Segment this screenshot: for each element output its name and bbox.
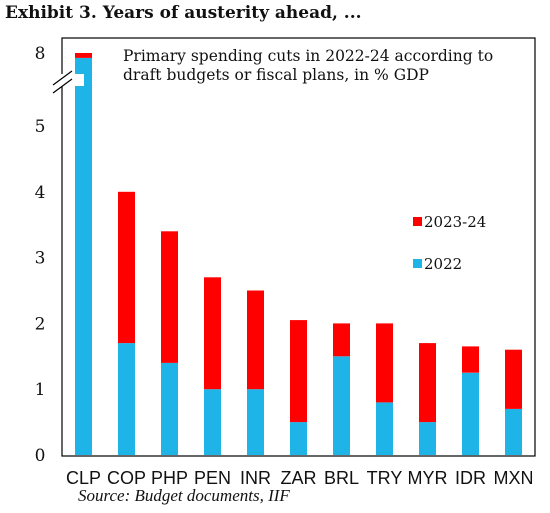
y-axis-ticks: 0 1 2 3 4 5 8 <box>35 44 46 466</box>
bar-zar-2023-24 <box>290 320 307 423</box>
bar-php-2022 <box>161 362 178 455</box>
bar-pen-2022 <box>204 389 221 455</box>
y-tick-label: 4 <box>35 183 46 203</box>
x-tick-label: COP <box>107 468 146 488</box>
bar-php-2023-24 <box>161 231 178 363</box>
y-tick-label: 5 <box>35 117 46 137</box>
bar-try-2022 <box>376 402 393 455</box>
x-tick-label: BRL <box>324 468 359 488</box>
chart-annotation: Primary spending cuts in 2022-24 accordi… <box>123 47 493 84</box>
x-tick-label: INR <box>240 468 271 488</box>
x-tick-label: CLP <box>66 468 101 488</box>
bar-clp-2023-24 <box>75 53 92 58</box>
bar-mxn-2022 <box>505 408 522 455</box>
x-tick-label: PEN <box>194 468 231 488</box>
bar-mxn-2023-24 <box>505 349 522 409</box>
bar-myr-2022 <box>419 422 436 455</box>
y-tick-label: 8 <box>35 44 46 64</box>
legend-swatch <box>413 259 422 268</box>
bar-pen-2023-24 <box>204 277 221 390</box>
y-tick-label: 0 <box>35 446 46 466</box>
bar-inr-2022 <box>247 389 264 455</box>
bar-idr-2022 <box>462 372 479 456</box>
x-tick-label: MXN <box>494 468 534 488</box>
axis-break-line <box>52 78 73 94</box>
legend: 2023-24 2022 <box>413 213 486 273</box>
bars <box>75 53 522 456</box>
annotation-line: Primary spending cuts in 2022-24 accordi… <box>123 47 493 65</box>
x-axis-labels: CLP COP PHP PEN INR ZAR BRL TRY MYR IDR MXN <box>66 468 534 488</box>
x-tick-label: IDR <box>455 468 486 488</box>
y-tick-label: 2 <box>35 314 46 334</box>
legend-label: 2023-24 <box>424 213 486 231</box>
bar-zar-2022 <box>290 422 307 455</box>
plot-frame <box>61 37 536 457</box>
y-tick-label: 3 <box>35 249 46 269</box>
legend-label: 2022 <box>424 255 462 273</box>
x-tick-label: PHP <box>151 468 188 488</box>
bar-brl-2022 <box>333 356 350 455</box>
bar-inr-2023-24 <box>247 290 264 390</box>
axis-break-line <box>52 70 73 86</box>
source-note: Source: Budget documents, IIF <box>78 486 290 505</box>
y-tick-label: 1 <box>35 380 46 400</box>
x-tick-label: MYR <box>408 468 448 488</box>
axis-break-marker <box>52 70 84 94</box>
bar-cop-2022 <box>118 343 135 455</box>
chart-title: Exhibit 3. Years of austerity ahead, ... <box>5 3 362 23</box>
bar-myr-2023-24 <box>419 343 436 423</box>
x-tick-label: ZAR <box>281 468 317 488</box>
bar-try-2023-24 <box>376 323 393 403</box>
x-tick-label: TRY <box>367 468 403 488</box>
bar-idr-2023-24 <box>462 346 479 373</box>
bar-brl-2023-24 <box>333 323 350 357</box>
annotation-line: draft budgets or fiscal plans, in % GDP <box>123 66 429 84</box>
legend-swatch <box>413 217 422 226</box>
bar-cop-2023-24 <box>118 191 135 344</box>
bar-clp-2022 <box>75 57 92 456</box>
